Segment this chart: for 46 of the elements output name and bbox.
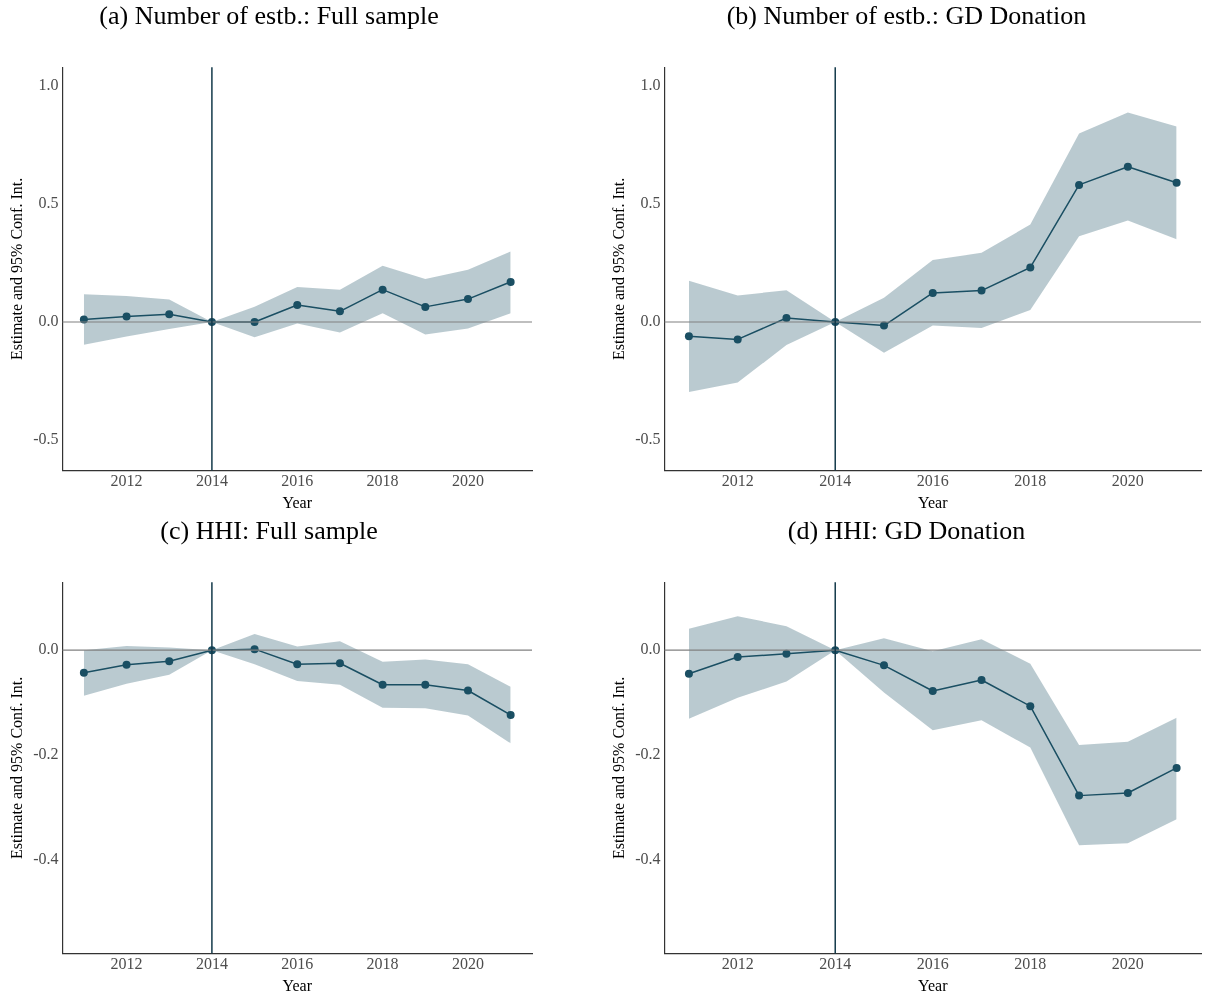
y-tick-label: -0.2 xyxy=(33,745,59,763)
y-tick-label: 0.0 xyxy=(640,312,661,330)
x-axis-title: Year xyxy=(918,976,949,994)
y-tick-label: 0.5 xyxy=(640,194,661,212)
y-axis-title: Estimate and 95% Conf. Int. xyxy=(7,177,25,360)
x-tick-label: 2016 xyxy=(916,472,949,490)
x-tick-label: 2014 xyxy=(195,472,228,490)
chart-title: (d) HHI: GD Donation xyxy=(787,516,1026,546)
x-tick-label: 2020 xyxy=(1111,955,1144,973)
x-tick-label: 2020 xyxy=(451,955,484,973)
y-tick-label: 0.5 xyxy=(38,194,59,212)
y-tick-label: -0.5 xyxy=(33,430,59,448)
y-tick-label: 1.0 xyxy=(640,76,661,94)
y-axis-title: Estimate and 95% Conf. Int. xyxy=(609,177,627,360)
x-tick-label: 2012 xyxy=(110,472,143,490)
y-tick-label: 0.0 xyxy=(38,640,59,658)
x-tick-label: 2012 xyxy=(721,472,754,490)
x-tick-label: 2018 xyxy=(366,955,399,973)
x-tick-label: 2014 xyxy=(195,955,228,973)
y-axis-title: Estimate and 95% Conf. Int. xyxy=(7,676,25,859)
x-tick-label: 2018 xyxy=(1014,955,1047,973)
y-tick-label: -0.4 xyxy=(33,849,59,867)
y-tick-label: -0.2 xyxy=(635,745,661,763)
x-tick-label: 2018 xyxy=(366,472,399,490)
x-axis-title: Year xyxy=(918,493,949,511)
x-tick-label: 2012 xyxy=(721,955,754,973)
x-axis-title: Year xyxy=(282,976,313,994)
chart-title: (a) Number of estb.: Full sample xyxy=(99,1,439,31)
x-tick-label: 2016 xyxy=(281,472,314,490)
y-axis-title: Estimate and 95% Conf. Int. xyxy=(609,676,627,859)
x-tick-label: 2014 xyxy=(819,472,852,490)
x-axis-title: Year xyxy=(282,493,313,511)
y-tick-label: 0.0 xyxy=(38,312,59,330)
x-tick-label: 2018 xyxy=(1014,472,1047,490)
x-tick-label: 2012 xyxy=(110,955,143,973)
x-tick-label: 2014 xyxy=(819,955,852,973)
x-tick-label: 2020 xyxy=(451,472,484,490)
y-tick-label: 0.0 xyxy=(640,640,661,658)
y-tick-label: -0.5 xyxy=(635,430,661,448)
x-tick-label: 2020 xyxy=(1111,472,1144,490)
x-tick-label: 2016 xyxy=(281,955,314,973)
y-tick-label: -0.4 xyxy=(635,849,661,867)
chart-title: (b) Number of estb.: GD Donation xyxy=(726,1,1087,31)
chart-title: (c) HHI: Full sample xyxy=(160,516,378,546)
y-tick-label: 1.0 xyxy=(38,76,59,94)
x-tick-label: 2016 xyxy=(916,955,949,973)
